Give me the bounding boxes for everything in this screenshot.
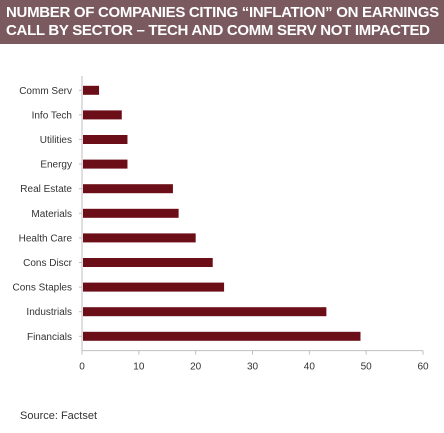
y-tick-label: Energy <box>40 160 72 171</box>
bar-health-care <box>83 233 196 243</box>
bar-financials <box>83 331 361 341</box>
y-tick-label: Cons Discr <box>23 258 73 269</box>
x-tick-label: 10 <box>133 362 145 370</box>
y-tick-label: Industrials <box>26 307 72 318</box>
y-tick-label: Health Care <box>19 233 73 244</box>
bar-energy <box>83 159 128 169</box>
bar-materials <box>83 208 179 218</box>
bar-chart: Comm Serv Info Tech Utilities Energy Real Es… <box>13 76 429 370</box>
y-tick-label: Utilities <box>40 135 72 146</box>
chart-title-banner: NUMBER OF COMPANIES CITING “INFLATION” O… <box>0 0 444 44</box>
bar-utilities <box>83 135 128 144</box>
y-tick-label: Materials <box>31 209 72 220</box>
chart-title-line-1: NUMBER OF COMPANIES CITING “INFLATION” O… <box>6 4 439 21</box>
y-tick-label: Cons Staples <box>13 283 72 294</box>
x-tick-label: 20 <box>190 362 202 370</box>
bar-real-estate <box>83 184 173 194</box>
x-tick-label: 50 <box>361 362 373 370</box>
bar-cons-discr <box>83 258 213 267</box>
chart-title-line-2: CALL BY SECTOR – TECH AND COMM SERV NOT … <box>6 22 430 39</box>
bar-info-tech <box>83 110 122 120</box>
x-tick-label: 60 <box>417 362 429 370</box>
x-tick-label: 30 <box>247 362 259 370</box>
bar-comm-serv <box>83 85 100 95</box>
source-note: Source: Factset <box>20 410 98 422</box>
x-tick-label: 40 <box>304 362 316 370</box>
x-tick-label: 0 <box>79 362 85 370</box>
y-tick-label: Financials <box>27 332 72 343</box>
bar-industrials <box>83 307 327 317</box>
y-tick-label: Info Tech <box>32 110 72 121</box>
bar-cons-staples <box>83 282 225 292</box>
y-tick-label: Real Estate <box>20 184 72 195</box>
y-tick-label: Comm Serv <box>19 86 72 97</box>
